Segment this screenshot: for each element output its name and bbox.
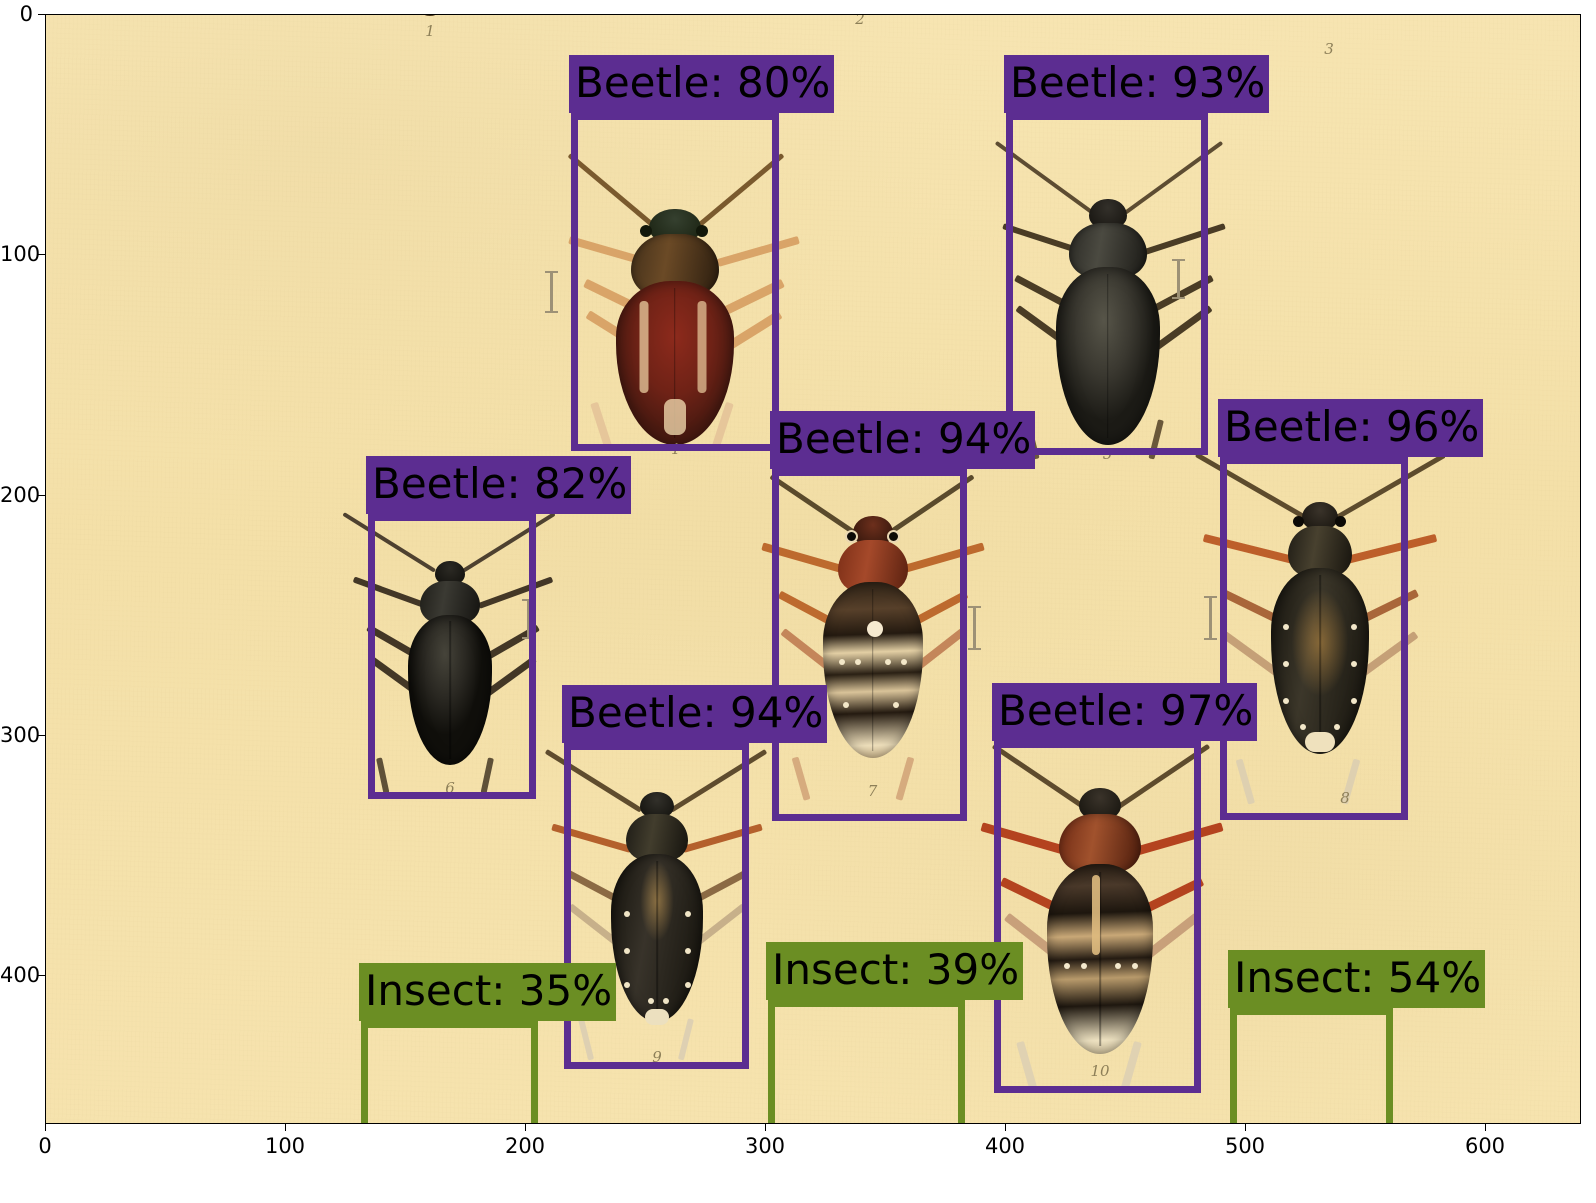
detection-label-beetle-97: Beetle: 97% (992, 683, 1258, 741)
y-tick-label: 300 (0, 722, 41, 747)
bounding-box[interactable] (361, 1021, 538, 1124)
x-tick-label: 100 (264, 1134, 306, 1158)
detection-label-insect-39: Insect: 39% (766, 942, 1024, 1000)
detection-label-insect-35: Insect: 35% (359, 963, 617, 1021)
detection-label-beetle-96: Beetle: 96% (1218, 399, 1484, 457)
plate-number-3: 3 (1324, 40, 1334, 54)
x-tick-mark (1245, 1124, 1246, 1131)
specimen-illustration-5: 5 (975, 99, 1240, 469)
y-tick-mark (38, 14, 45, 15)
detection-label-beetle-93: Beetle: 93% (1004, 55, 1270, 113)
y-tick-mark (38, 734, 45, 736)
x-tick-mark (1005, 1124, 1006, 1131)
bounding-box[interactable] (564, 743, 749, 1069)
x-tick-label: 200 (504, 1134, 546, 1158)
bounding-box[interactable] (368, 514, 536, 799)
y-tick-mark (38, 975, 45, 977)
x-tick-mark (765, 1124, 766, 1131)
specimen-illustration-1: 1 (345, 14, 515, 44)
plate-number-10: 10 (1090, 1062, 1110, 1080)
x-tick-label: 400 (984, 1134, 1026, 1158)
bounding-box[interactable] (571, 113, 779, 451)
bounding-box[interactable] (1006, 113, 1208, 455)
scale-bar (968, 606, 981, 650)
x-tick-label: 0 (38, 1134, 52, 1158)
specimen-illustration-6: 6 (335, 499, 565, 809)
plate-number-6: 6 (445, 779, 455, 797)
bounding-box[interactable] (772, 469, 967, 821)
x-tick-mark (45, 1124, 46, 1131)
scale-bar (1204, 596, 1217, 640)
scale-bar (545, 271, 558, 313)
specimen-illustration-9: 9 (537, 730, 777, 1080)
x-tick-mark (525, 1124, 526, 1131)
plate-number-7: 7 (867, 782, 878, 800)
bounding-box[interactable] (768, 1000, 965, 1124)
y-tick-mark (38, 494, 45, 496)
specimen-illustration-10: 10 (970, 726, 1230, 1106)
x-tick-mark (285, 1124, 286, 1131)
bounding-box[interactable] (994, 741, 1201, 1093)
image-plot-area: 1 2 3 (45, 14, 1581, 1124)
specimen-illustration-4: 4 (532, 99, 817, 459)
y-tick-mark (38, 254, 45, 256)
specimen-illustration-8: 8 (1195, 444, 1445, 829)
y-tick-label: 100 (0, 242, 41, 267)
specimen-illustration-2: 2 (785, 14, 935, 34)
bounding-box[interactable] (1220, 457, 1408, 820)
scale-bar (522, 599, 535, 639)
detection-label-beetle-94: Beetle: 94% (770, 411, 1036, 469)
plate-number-1: 1 (425, 21, 435, 40)
detection-label-beetle-80: Beetle: 80% (569, 55, 835, 113)
x-tick-label: 600 (1464, 1134, 1506, 1158)
detection-label-beetle-82: Beetle: 82% (366, 456, 632, 514)
detection-label-insect-54: Insect: 54% (1228, 950, 1486, 1008)
plate-number-8: 8 (1340, 789, 1350, 807)
scale-bar (1172, 259, 1185, 299)
x-tick-mark (1485, 1124, 1486, 1131)
y-tick-label: 400 (0, 963, 41, 988)
y-tick-label: 200 (0, 482, 41, 507)
plate-number-2: 2 (855, 14, 865, 28)
x-tick-label: 500 (1224, 1134, 1266, 1158)
specimen-illustration-7: 7 (745, 454, 1000, 834)
plate-number-9: 9 (652, 1048, 662, 1066)
detection-label-beetle-94: Beetle: 94% (562, 685, 828, 743)
bounding-box[interactable] (1230, 1008, 1393, 1124)
x-tick-label: 300 (744, 1134, 786, 1158)
specimen-illustration-3: 3 (1205, 14, 1405, 54)
y-tick-label: 0 (19, 2, 33, 26)
